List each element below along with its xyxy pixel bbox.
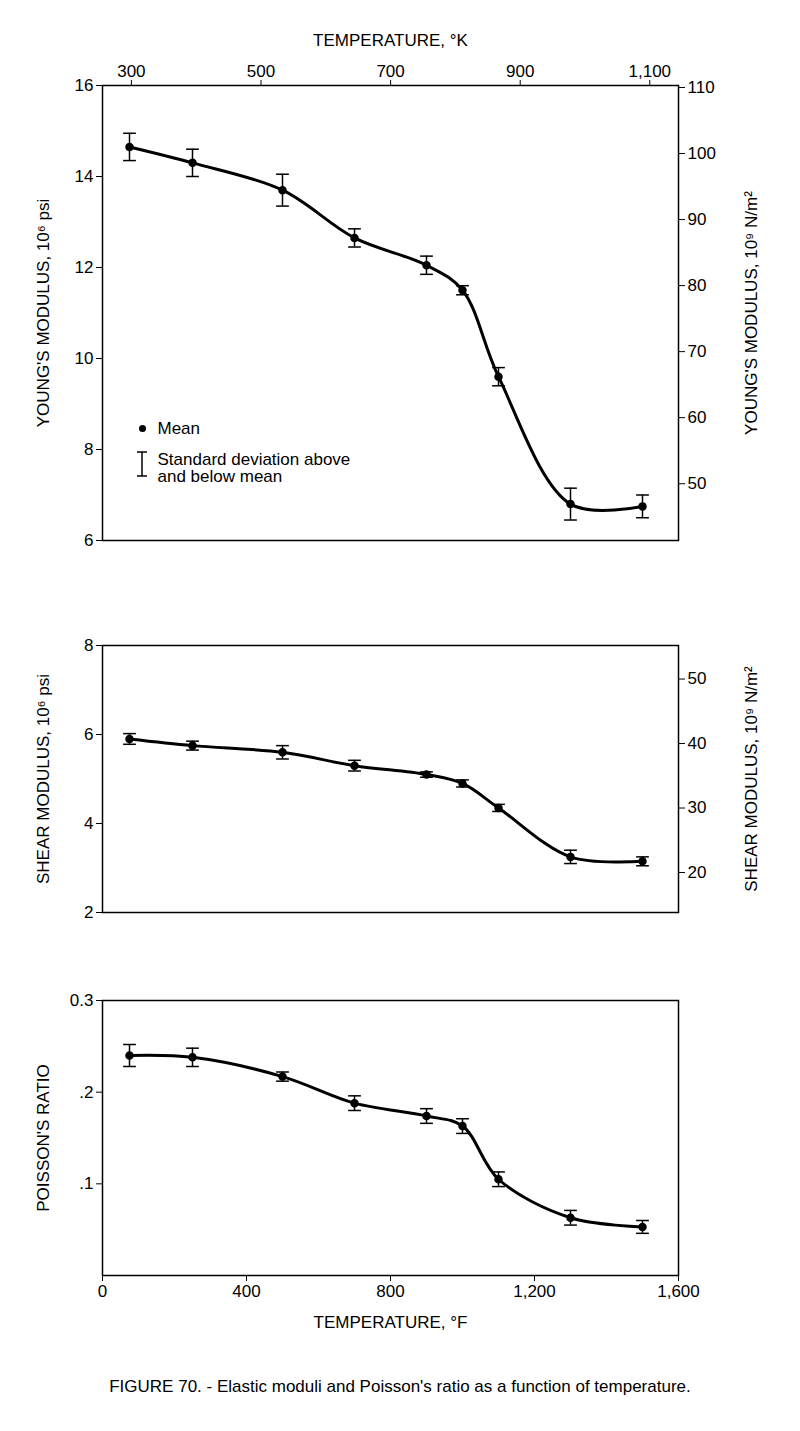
svg-text:14: 14: [75, 167, 94, 186]
svg-text:50: 50: [688, 474, 707, 493]
svg-text:6: 6: [84, 531, 93, 550]
svg-text:.2: .2: [79, 1083, 93, 1102]
svg-text:1,200: 1,200: [513, 1282, 556, 1301]
svg-text:POISSON'S RATIO: POISSON'S RATIO: [34, 1064, 53, 1211]
svg-text:1,600: 1,600: [657, 1282, 700, 1301]
svg-text:400: 400: [232, 1282, 260, 1301]
svg-text:Standard deviation aboveand be: Standard deviation aboveand below mean: [158, 450, 351, 486]
svg-text:8: 8: [84, 440, 93, 459]
svg-text:100: 100: [688, 144, 716, 163]
svg-text:TEMPERATURE, °F: TEMPERATURE, °F: [314, 1313, 468, 1332]
svg-text:800: 800: [376, 1282, 404, 1301]
svg-text:TEMPERATURE, °K: TEMPERATURE, °K: [313, 31, 468, 50]
svg-text:110: 110: [688, 78, 715, 97]
svg-text:SHEAR MODULUS, 10⁹ N/m²: SHEAR MODULUS, 10⁹ N/m²: [742, 666, 761, 892]
svg-text:16: 16: [75, 76, 94, 95]
html-text:FIGURE 70. - Elastic moduli an: FIGURE 70. - Elastic moduli and Poisson'…: [109, 1377, 691, 1396]
svg-text:900: 900: [506, 62, 534, 81]
svg-text:12: 12: [75, 258, 94, 277]
svg-text:70: 70: [688, 342, 707, 361]
svg-text:10: 10: [75, 349, 94, 368]
svg-text:20: 20: [688, 863, 707, 882]
svg-text:80: 80: [688, 276, 707, 295]
svg-text:1,100: 1,100: [629, 62, 672, 81]
svg-text:6: 6: [84, 725, 93, 744]
svg-text:.1: .1: [79, 1174, 93, 1193]
svg-text:60: 60: [688, 408, 707, 427]
svg-text:300: 300: [117, 62, 145, 81]
svg-text:30: 30: [688, 798, 707, 817]
svg-text:50: 50: [688, 669, 707, 688]
svg-text:SHEAR MODULUS, 10⁶ psi: SHEAR MODULUS, 10⁶ psi: [34, 674, 53, 884]
svg-text:8: 8: [84, 636, 93, 655]
svg-text:Mean: Mean: [158, 419, 201, 438]
svg-text:0.3: 0.3: [70, 991, 94, 1010]
svg-text:YOUNG'S MODULUS, 10⁹ N/m²: YOUNG'S MODULUS, 10⁹ N/m²: [742, 191, 761, 435]
svg-text:0: 0: [98, 1282, 107, 1301]
svg-text:4: 4: [84, 814, 93, 833]
svg-text:YOUNG'S MODULUS, 10⁶ psi: YOUNG'S MODULUS, 10⁶ psi: [34, 199, 53, 427]
svg-text:2: 2: [84, 903, 93, 922]
svg-text:700: 700: [376, 62, 404, 81]
svg-text:90: 90: [688, 210, 707, 229]
svg-text:40: 40: [688, 734, 707, 753]
svg-text:500: 500: [247, 62, 275, 81]
